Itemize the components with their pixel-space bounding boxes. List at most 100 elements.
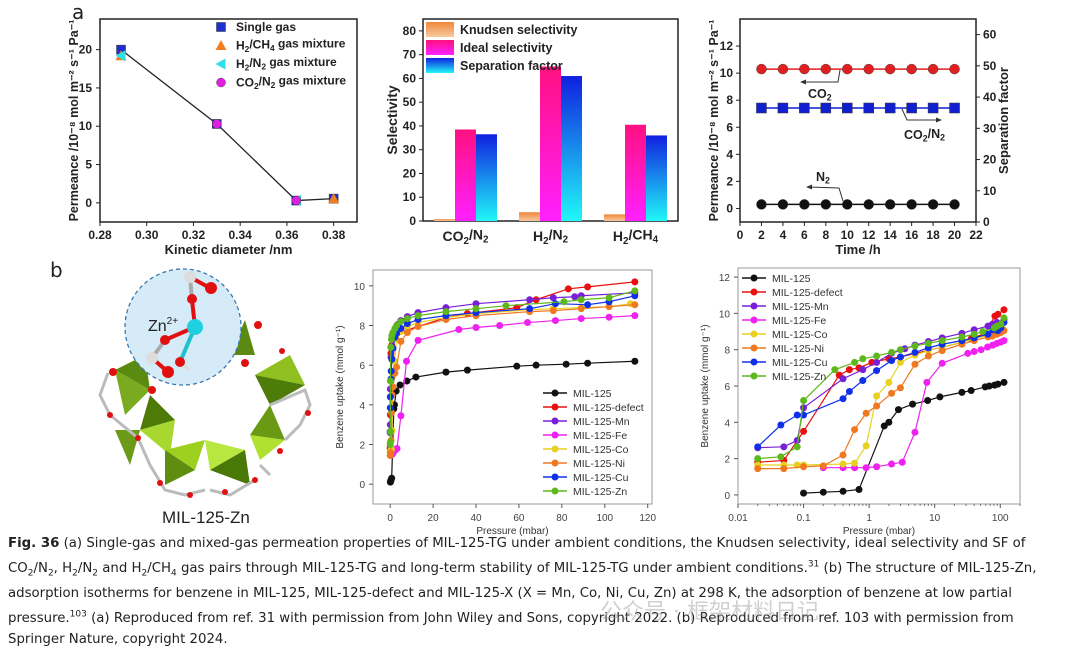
data-point — [859, 355, 867, 363]
data-point — [873, 402, 881, 410]
caption-segment: /CH — [147, 560, 171, 576]
data-point — [403, 315, 411, 323]
data-point — [571, 293, 579, 301]
legend-label: MIL-125-Zn — [772, 371, 826, 383]
data-point — [564, 285, 572, 293]
bar-ideal-selectivity — [625, 124, 646, 221]
data-point — [820, 199, 832, 210]
data-point — [402, 357, 410, 365]
y-tick-label: 60 — [403, 71, 417, 85]
annotation-arrow — [901, 108, 940, 121]
data-point — [463, 366, 471, 374]
y-tick-label: 10 — [719, 309, 731, 320]
data-point — [997, 320, 1005, 328]
y-right-axis-label: Separation factor — [996, 67, 1011, 174]
data-point — [851, 358, 859, 366]
data-point — [386, 439, 394, 447]
x-tick-label: 100 — [992, 513, 1009, 524]
plot-frame — [99, 18, 358, 223]
x-category-label: H2/CH4 — [613, 227, 659, 247]
data-point — [397, 337, 405, 345]
data-point — [631, 278, 639, 286]
legend-label: MIL-125-Fe — [772, 315, 826, 327]
x-category-label-part: 2 — [563, 235, 569, 246]
x-category-label-part: /N — [549, 227, 563, 243]
data-point — [414, 312, 422, 320]
x-category-label: H2/N2 — [533, 227, 569, 247]
y-axis-label: Permeance /10⁻⁸ mol m⁻² s⁻¹ Pa⁻¹ — [67, 20, 81, 222]
data-point — [386, 377, 394, 385]
data-point — [387, 448, 395, 456]
x-category-label: CO2/N2 — [443, 227, 489, 247]
data-point — [855, 485, 863, 493]
data-point — [472, 324, 480, 332]
y-tick-label: 0 — [85, 196, 92, 210]
data-point — [862, 464, 870, 472]
data-point — [994, 380, 1002, 388]
data-point — [845, 366, 853, 374]
bar-separation-factor — [561, 76, 582, 221]
legend-label-part: CO — [236, 76, 254, 90]
data-point — [800, 489, 808, 497]
x-category-label-part: 2 — [464, 236, 470, 247]
legend-marker — [215, 58, 226, 70]
legend-swatch — [426, 40, 454, 55]
legend-marker — [551, 403, 559, 411]
data-point — [842, 199, 853, 210]
data-point — [584, 359, 592, 367]
data-point — [584, 283, 592, 291]
x-tick-label: 12 — [862, 228, 876, 242]
data-point — [549, 307, 557, 315]
data-point — [970, 330, 978, 338]
legend-label: MIL-125-defect — [772, 287, 843, 299]
data-point — [839, 460, 847, 468]
y-tick-label: 0 — [724, 491, 730, 502]
annotation-label-part: 2 — [940, 133, 945, 143]
x-tick-label: 0.1 — [797, 513, 811, 524]
x-category-label-part: H — [613, 228, 623, 244]
data-point — [927, 63, 939, 75]
data-point — [924, 339, 932, 347]
x-tick-label: 80 — [556, 513, 568, 524]
data-point — [863, 63, 874, 75]
legend-swatch — [426, 22, 454, 37]
legend-label-part: gas mixture — [275, 36, 346, 50]
data-point — [577, 315, 585, 323]
caption-segment: /N — [77, 560, 93, 576]
legend-label-part: H — [236, 57, 245, 71]
y-axis-label: Benzene uptake (mmol g⁻¹) — [335, 325, 346, 448]
data-point — [819, 462, 827, 470]
legend-marker — [551, 431, 559, 439]
x-tick-label: 60 — [513, 513, 525, 524]
x-tick-label: 0.36 — [275, 228, 299, 242]
data-point — [455, 325, 463, 333]
annotation-label: CO2 — [808, 87, 832, 103]
data-point — [967, 387, 975, 395]
caption-reference: 103 — [69, 609, 87, 620]
data-point — [970, 348, 978, 356]
data-point — [754, 455, 762, 463]
annotation-label-part: CO — [808, 87, 827, 101]
caption-subscript: 2 — [47, 568, 54, 579]
x-tick-label: 0.38 — [322, 228, 346, 242]
legend-label-part: /CH — [249, 37, 270, 51]
data-point — [873, 367, 881, 375]
legend-label: Ideal selectivity — [460, 41, 552, 55]
caption-segment: and H — [98, 560, 142, 576]
linkers — [98, 372, 312, 497]
data-point — [777, 199, 789, 210]
data-point — [906, 199, 917, 210]
y-tick-label: 10 — [79, 119, 93, 133]
data-point — [964, 349, 972, 357]
y-tick-label: 15 — [79, 81, 93, 95]
legend-label-part: gas mixture — [266, 55, 337, 69]
x-tick-label: 10 — [929, 513, 941, 524]
data-point — [551, 317, 559, 325]
caption-subscript: 2 — [92, 568, 99, 579]
data-point — [927, 102, 939, 114]
legend-label: Knudsen selectivity — [460, 23, 577, 37]
data-point — [839, 451, 847, 459]
structure-label: MIL-125-Zn — [162, 508, 250, 527]
x-tick-label: 2 — [758, 228, 765, 242]
plot-frame — [372, 269, 653, 505]
